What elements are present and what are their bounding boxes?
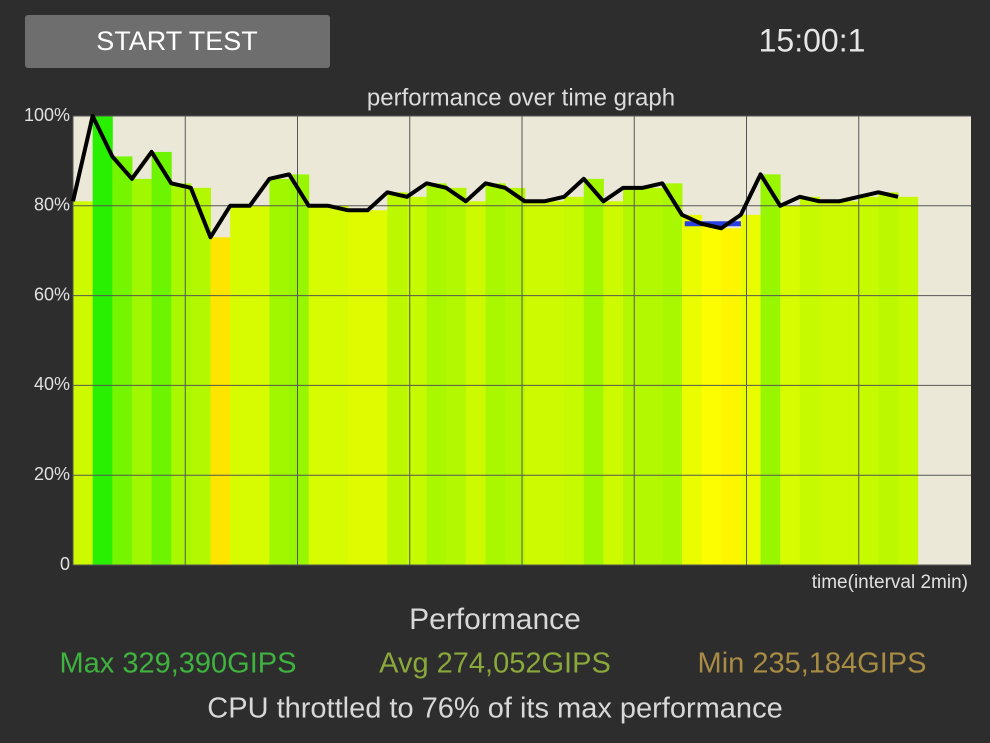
heat-stripe	[544, 201, 565, 565]
performance-line	[71, 114, 899, 240]
heat-stripe	[701, 223, 722, 565]
heat-stripe	[426, 183, 447, 565]
button-label[interactable]: START TEST	[96, 26, 258, 56]
heat-stripe	[387, 192, 408, 565]
heat-stripe	[642, 187, 663, 565]
min-stat: Min 235,184GIPS	[698, 648, 927, 680]
heat-stripe	[505, 187, 526, 565]
heat-stripe	[583, 178, 604, 566]
heat-stripe	[740, 214, 762, 565]
heat-stripe	[73, 201, 94, 565]
heat-stripe	[819, 201, 840, 565]
heat-stripe	[878, 192, 899, 565]
heat-stripe	[564, 196, 585, 565]
heat-stripe	[171, 183, 192, 565]
y-tick-label: 100%	[24, 105, 70, 125]
y-tick-label: 40%	[34, 374, 70, 394]
timer: 15:00:1	[759, 22, 866, 58]
heat-stripe	[367, 210, 388, 566]
heat-stripe	[406, 196, 428, 565]
heat-stripe	[465, 201, 487, 565]
y-tick-label: 80%	[34, 195, 70, 215]
heat-stripe	[760, 174, 781, 565]
heat-stripe	[485, 183, 506, 565]
heat-stripe	[603, 201, 624, 565]
heat-stripe	[721, 228, 742, 565]
heat-stripe	[92, 116, 113, 565]
heat-stripe	[623, 187, 644, 565]
heat-stripe	[839, 201, 860, 565]
heat-stripe	[131, 178, 153, 566]
heat-stripe	[210, 237, 231, 566]
y-tick-label: 20%	[34, 464, 70, 484]
heat-stripe	[446, 187, 467, 565]
heat-stripe	[858, 196, 879, 565]
avg-stat: Avg 274,052GIPS	[379, 648, 611, 680]
heat-stripe	[289, 174, 310, 565]
stats-heading: Performance	[409, 603, 581, 636]
max-stat: Max 329,390GIPS	[60, 648, 297, 680]
heat-stripe	[898, 196, 919, 565]
heat-stripe	[348, 210, 369, 566]
start-button[interactable]	[25, 15, 330, 68]
heat-stripe	[151, 151, 172, 566]
heat-stripe	[190, 187, 212, 565]
y-tick-label: 0	[60, 554, 70, 574]
heat-stripe	[681, 214, 703, 565]
y-tick-label: 60%	[34, 284, 70, 304]
heat-stripe	[524, 201, 545, 565]
heat-stripe	[112, 156, 133, 565]
summary: CPU throttled to 76% of its max performa…	[207, 693, 782, 725]
heat-stripe	[662, 183, 683, 565]
heat-stripe	[269, 178, 290, 566]
chart-title: performance over time graph	[367, 84, 675, 111]
heat-stripe	[799, 196, 820, 565]
x-axis-label: time(interval 2min)	[812, 572, 968, 593]
